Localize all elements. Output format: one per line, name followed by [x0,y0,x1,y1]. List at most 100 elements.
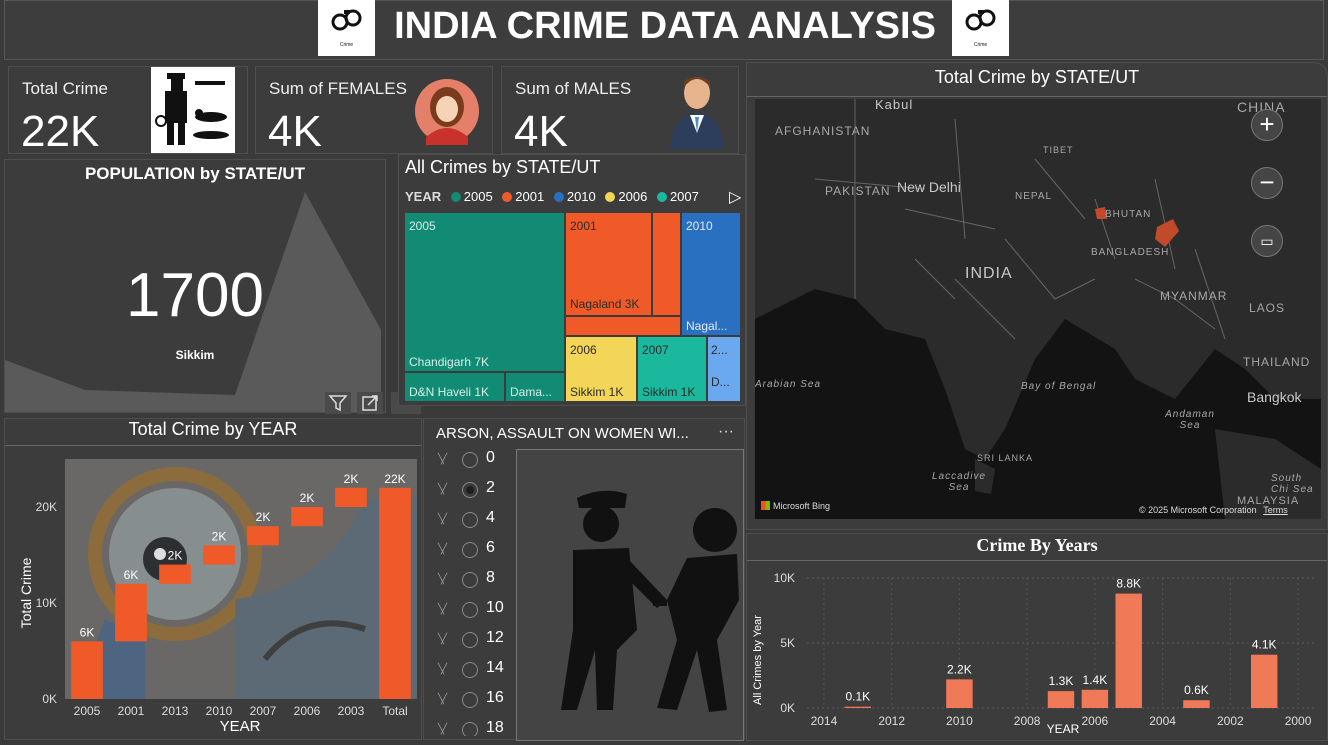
radio-button[interactable] [462,602,478,618]
year-bar-2010[interactable] [946,679,973,708]
police-arrest-image [516,449,744,741]
more-options-icon[interactable]: ··· [718,423,734,440]
kpi-label: Sum of FEMALES [269,79,407,98]
slicer-option-8[interactable]: ╲╱ 8 [436,566,526,596]
legend-item[interactable]: 2001 [496,189,544,204]
kpi-value: 4K [514,107,568,156]
slicer-card[interactable]: ARSON, ASSAULT ON WOMEN WI... ··· ╲╱ 0 ╲╱ 2… [423,418,745,741]
slicer-option-0[interactable]: ╲╱ 0 [436,446,526,476]
treemap-tile-2001b[interactable] [652,212,681,316]
filter-icon[interactable] [325,392,351,414]
radio-button[interactable] [462,662,478,678]
chevron-down-icon[interactable]: ╲╱ [438,634,447,645]
radio-button[interactable] [462,512,478,528]
slicer-option-14[interactable]: ╲╱ 14 [436,656,526,686]
radio-button[interactable] [462,542,478,558]
treemap-tile-daman[interactable]: Dama... [505,372,565,402]
data-label: 8.8K [1116,577,1141,591]
slicer-option-16[interactable]: ╲╱ 16 [436,686,526,716]
x-tick-label: 2003 [338,704,365,718]
slicer-option-label: 10 [486,599,504,616]
map-select-button[interactable]: ▭ [1251,225,1283,257]
map-label: Laccadive Sea [931,471,987,493]
data-label: 2K [300,491,315,505]
terms-link[interactable]: Terms [1263,505,1288,515]
x-tick-label: 2008 [1014,714,1041,728]
slicer-option-6[interactable]: ╲╱ 6 [436,536,526,566]
map-canvas[interactable]: Kabul AFGHANISTAN CHINA PAKISTAN New Del… [755,99,1321,519]
treemap-tile-2005[interactable]: 2005 Chandigarh 7K [404,212,565,372]
legend-item[interactable]: 2010 [548,189,596,204]
treemap-tile-small[interactable]: 2... D... [707,336,741,402]
x-tick-label: 2013 [162,704,189,718]
chevron-down-icon[interactable]: ╲╱ [438,604,447,615]
legend-item[interactable]: 2005 [445,189,493,204]
detective-magnifier-image [75,467,417,699]
radio-button[interactable] [462,482,478,498]
years-chart-card[interactable]: Crime By Years 0K 5K 10K 2014 2012 2010 2008 20… [746,533,1328,741]
chevron-down-icon[interactable]: ╲╱ [438,694,447,705]
treemap-card[interactable]: All Crimes by STATE/UT YEAR 2005 2001 20… [398,154,746,406]
treemap-tile-2006[interactable]: 2006 Sikkim 1K [565,336,637,402]
chevron-down-icon[interactable]: ╲╱ [438,484,447,495]
legend-item[interactable]: 2006 [599,189,647,204]
slicer-option-10[interactable]: ╲╱ 10 [436,596,526,626]
waterfall-card[interactable]: Total Crime by YEAR 0K 10K 20K 6K 2005 6K 2001… [4,418,422,740]
kpi-card-females[interactable]: Sum of FEMALES 4K [255,66,493,156]
radio-button[interactable] [462,572,478,588]
slicer-option-2[interactable]: ╲╱ 2 [436,476,526,506]
radio-button[interactable] [462,452,478,468]
treemap-tile-2007[interactable]: 2007 Sikkim 1K [637,336,707,402]
year-bar-2006[interactable] [1081,689,1109,708]
y-tick-label: 0K [42,692,57,706]
year-bar-2013[interactable] [844,706,872,708]
chevron-down-icon[interactable]: ╲╱ [438,574,447,585]
waterfall-bar-2013[interactable] [159,564,191,584]
focus-mode-icon[interactable] [357,392,383,414]
header-bar [4,0,1324,60]
waterfall-bar-2007[interactable] [247,526,279,546]
legend-next-icon[interactable]: ▷ [729,189,742,206]
slicer-option-4[interactable]: ╲╱ 4 [436,506,526,536]
data-label: 2K [212,529,227,543]
map-label: New Delhi [897,179,961,195]
waterfall-bar-2006[interactable] [291,507,323,527]
radio-button[interactable] [462,632,478,648]
map-label: THAILAND [1243,355,1311,369]
data-label: 22K [384,472,405,486]
chevron-down-icon[interactable]: ╲╱ [438,454,447,465]
year-bar-2001[interactable] [1250,654,1278,708]
waterfall-bar-2005[interactable] [71,641,103,699]
radio-button[interactable] [462,722,478,736]
year-bar-2005[interactable] [1115,593,1142,708]
windows-icon [761,501,770,510]
waterfall-bar-2003[interactable] [335,487,367,507]
map-card[interactable]: Total Crime by STATE/UT Kabul AFGHANISTA… [746,62,1328,530]
zoom-out-button[interactable]: − [1251,167,1283,199]
kpi-card-males[interactable]: Sum of MALES 4K [501,66,739,156]
chevron-down-icon[interactable]: ╲╱ [438,664,447,675]
zoom-in-button[interactable]: + [1251,109,1283,141]
map-title: Total Crime by STATE/UT [934,67,1140,87]
radio-button[interactable] [462,692,478,708]
slicer-option-18[interactable]: ╲╱ 18 [436,716,526,736]
treemap-tile-dnh[interactable]: D&N Haveli 1K [404,372,505,402]
treemap-tile-2001[interactable]: 2001 Nagaland 3K [565,212,652,316]
y-tick-label: 10K [36,596,57,610]
year-bar-2003[interactable] [1183,700,1210,708]
waterfall-bar-2010[interactable] [203,545,235,565]
legend-item[interactable]: 2007 [651,189,699,204]
chevron-down-icon[interactable]: ╲╱ [438,724,447,735]
waterfall-bar-2001[interactable] [115,583,147,642]
population-card[interactable]: POPULATION by STATE/UT 1700 Sikkim [4,159,386,414]
treemap-tile-2001c[interactable] [565,316,681,336]
year-bar-2007[interactable] [1047,691,1075,708]
chevron-down-icon[interactable]: ╲╱ [438,544,447,555]
chevron-down-icon[interactable]: ╲╱ [438,514,447,525]
waterfall-bar-Total[interactable] [379,487,411,699]
map-base [755,99,1321,519]
kpi-card-total-crime[interactable]: Total Crime 22K [8,66,248,156]
treemap-tile-2010[interactable]: 2010 Nagal... [681,212,741,336]
slicer-option-label: 16 [486,689,504,706]
slicer-option-12[interactable]: ╲╱ 12 [436,626,526,656]
